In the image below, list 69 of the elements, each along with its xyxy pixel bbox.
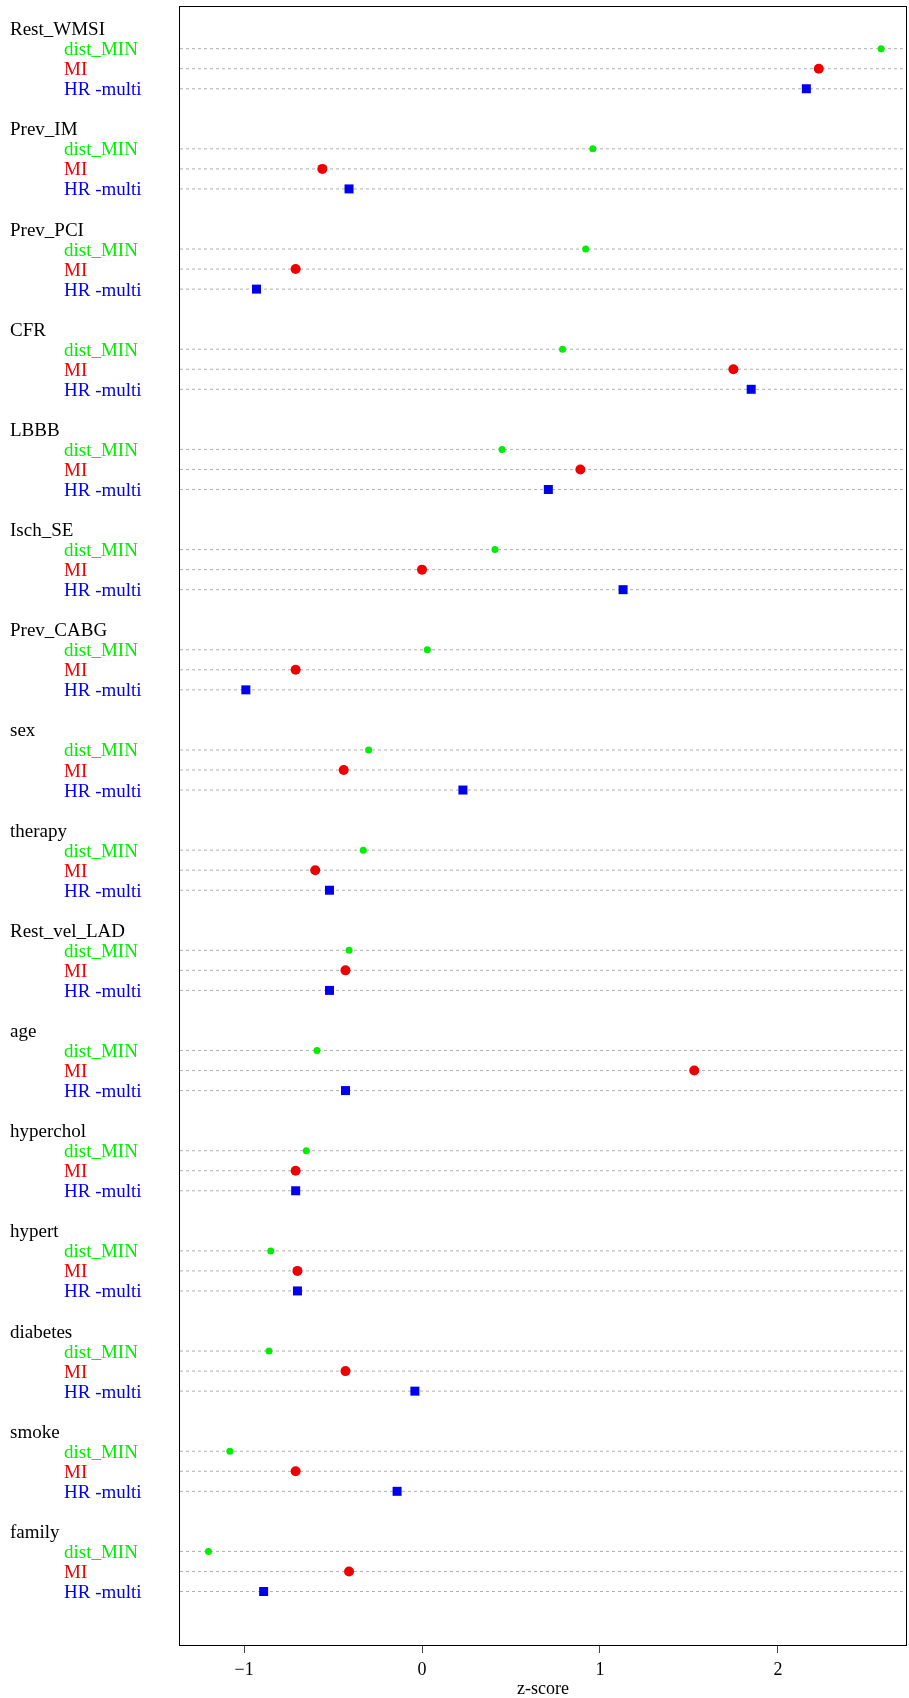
- text: dist_MIN: [64, 539, 138, 560]
- text: MI: [64, 1260, 88, 1281]
- text: HR -multi: [64, 78, 142, 99]
- text: dist_MIN: [64, 1240, 138, 1261]
- text: HR -multi: [64, 1080, 142, 1101]
- y-tick-label: hypert: [10, 1220, 60, 1241]
- text: dist_MIN: [64, 940, 138, 961]
- text: MI: [64, 58, 88, 79]
- y-tick-label: smoke: [10, 1421, 60, 1442]
- y-tick-label: therapy: [10, 820, 68, 841]
- text: MI: [64, 860, 88, 881]
- text: HR -multi: [64, 1280, 142, 1301]
- text: dist_MIN: [64, 1441, 138, 1462]
- text: dist_MIN: [64, 1040, 138, 1061]
- text: MI: [64, 259, 88, 280]
- text: MI: [64, 1361, 88, 1382]
- x-tick-label: 2: [773, 1658, 783, 1679]
- text: dist_MIN: [64, 339, 138, 360]
- text: dist_MIN: [64, 1140, 138, 1161]
- text: MI: [64, 659, 88, 680]
- text: MI: [64, 1060, 88, 1081]
- text: dist_MIN: [64, 439, 138, 460]
- text: HR -multi: [64, 579, 142, 600]
- y-tick-label: Rest_WMSI: [10, 18, 105, 39]
- text: HR -multi: [64, 880, 142, 901]
- text: HR -multi: [64, 178, 142, 199]
- text: HR -multi: [64, 980, 142, 1001]
- y-tick-label: Prev_CABG: [10, 619, 108, 640]
- y-tick-label: Prev_PCI: [10, 219, 84, 240]
- text: HR -multi: [64, 479, 142, 500]
- text: dist_MIN: [64, 739, 138, 760]
- text: HR -multi: [64, 279, 142, 300]
- y-tick-label: LBBB: [10, 419, 60, 440]
- text: MI: [64, 559, 88, 580]
- text: MI: [64, 1561, 88, 1582]
- text: HR -multi: [64, 1481, 142, 1502]
- y-tick-label: Rest_vel_LAD: [10, 920, 126, 941]
- y-tick-label: Isch_SE: [10, 519, 74, 540]
- x-axis-title: z-score: [517, 1678, 569, 1698]
- y-tick-label: hyperchol: [10, 1120, 86, 1141]
- text: dist_MIN: [64, 1541, 139, 1562]
- y-tick-label: sex: [10, 719, 36, 740]
- y-tick-label: age: [10, 1020, 37, 1041]
- x-tick-label: −1: [234, 1658, 254, 1679]
- text: HR -multi: [64, 679, 142, 700]
- text: MI: [64, 359, 88, 380]
- text: HR -multi: [64, 780, 142, 801]
- text: MI: [64, 459, 88, 480]
- x-tick-label: 1: [595, 1658, 605, 1679]
- x-tick-label: 0: [417, 1658, 427, 1679]
- y-tick-label: Prev_IM: [10, 118, 78, 139]
- text: HR -multi: [64, 1180, 142, 1201]
- y-tick-label: diabetes: [10, 1321, 73, 1342]
- y-tick-label: family: [10, 1521, 61, 1542]
- text: MI: [64, 1160, 88, 1181]
- y-tick-label: CFR: [10, 319, 47, 340]
- text: MI: [64, 1461, 88, 1482]
- text: dist_MIN: [64, 1341, 138, 1362]
- text: dist_MIN: [64, 138, 138, 159]
- text: MI: [64, 960, 88, 981]
- text: MI: [64, 760, 88, 781]
- text: MI: [64, 158, 88, 179]
- text: HR -multi: [64, 1381, 142, 1402]
- text: dist_MIN: [64, 639, 138, 660]
- text: HR -multi: [64, 379, 142, 400]
- text: HR -multi: [64, 1581, 142, 1602]
- text: dist_MIN: [64, 840, 138, 861]
- text: dist_MIN: [64, 38, 138, 59]
- text: dist_MIN: [64, 239, 138, 260]
